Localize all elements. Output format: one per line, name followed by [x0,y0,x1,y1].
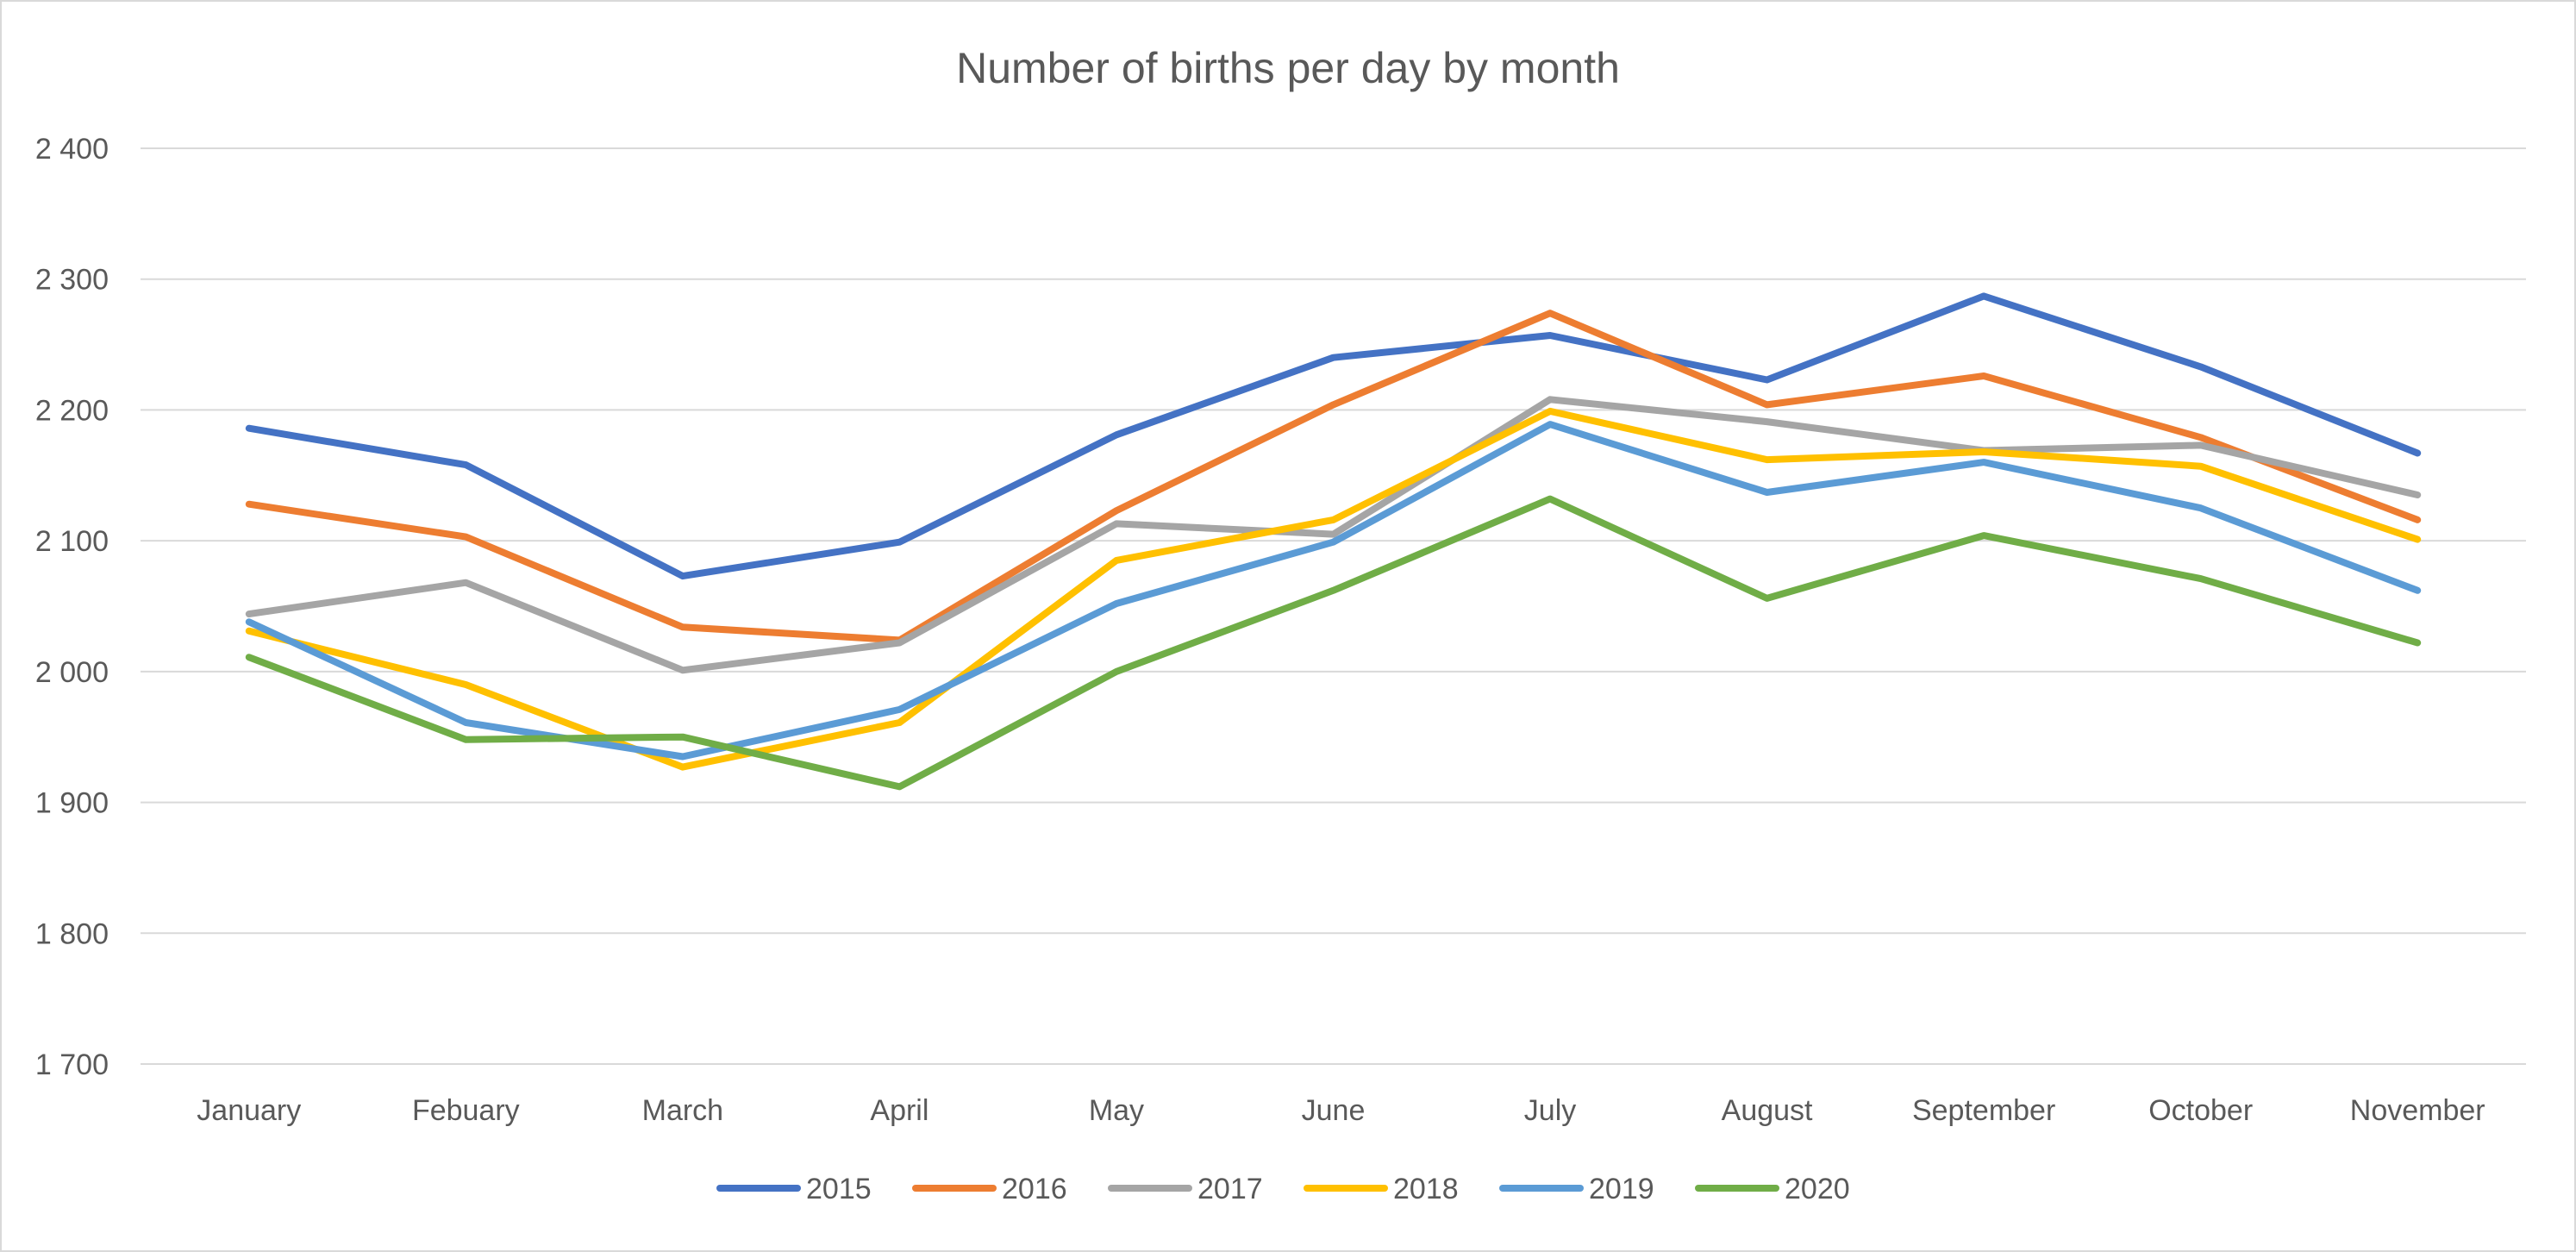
y-tick-label: 2 200 [35,394,109,427]
legend: 2015 2016 2017 2018 2019 2020 [716,1173,1850,1205]
y-tick-label: 2 000 [35,656,109,689]
x-tick-label: October [2148,1094,2253,1127]
series-line-2016 [245,310,2422,644]
gridlines [141,147,2526,1065]
x-tick-label: July [1524,1094,1576,1127]
x-tick-label: September [1912,1094,2055,1127]
legend-item-2020: 2020 [1695,1173,1850,1205]
x-tick-label: March [642,1094,723,1127]
legend-label: 2019 [1589,1173,1654,1205]
x-tick-label: April [870,1094,928,1127]
legend-label: 2017 [1197,1173,1263,1205]
series-line-2015 [245,292,2422,580]
series-line-2019 [245,421,2422,761]
x-tick-label: August [1722,1094,1813,1127]
legend-label: 2015 [806,1173,872,1205]
y-tick-label: 2 100 [35,525,109,558]
legend-item-2019: 2019 [1499,1173,1654,1205]
y-tick-label: 1 700 [35,1049,109,1081]
legend-item-2016: 2016 [912,1173,1067,1205]
x-axis-tick-labels: January Febuary March April May June July Augus… [197,1094,2485,1127]
x-tick-label: November [2350,1094,2485,1127]
x-tick-label: May [1089,1094,1144,1127]
legend-label: 2020 [1785,1173,1850,1205]
y-tick-label: 2 400 [35,133,109,166]
legend-item-2017: 2017 [1108,1173,1263,1205]
series-line-2017 [245,396,2422,674]
x-tick-label: January [197,1094,301,1127]
legend-label: 2018 [1393,1173,1459,1205]
y-axis-tick-labels: 1 700 1 800 1 900 2 000 2 100 2 200 2 300 2 400 [35,133,109,1081]
legend-label: 2016 [1002,1173,1067,1205]
y-tick-label: 1 800 [35,917,109,950]
legend-item-2018: 2018 [1304,1173,1459,1205]
x-tick-label: June [1302,1094,1366,1127]
legend-item-2015: 2015 [716,1173,872,1205]
y-tick-label: 2 300 [35,264,109,297]
chart-title: Number of births per day by month [956,44,1620,92]
y-tick-label: 1 900 [35,787,109,820]
series-line-2020 [245,495,2422,791]
series-lines [245,292,2422,791]
x-tick-label: Febuary [412,1094,520,1127]
